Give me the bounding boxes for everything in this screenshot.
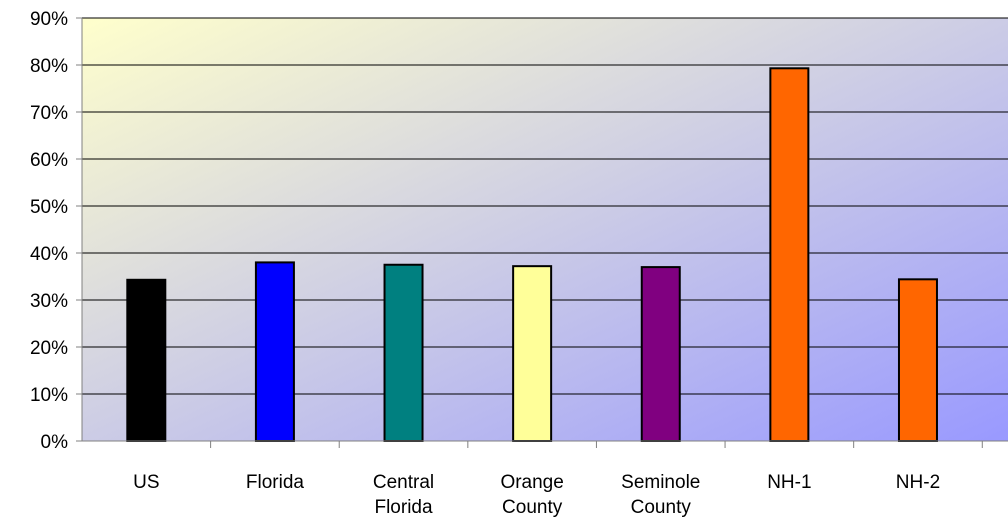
- bar: [640, 266, 681, 442]
- x-tick-label: Orange County: [500, 472, 563, 518]
- y-tick-label: 60%: [30, 150, 68, 171]
- y-tick-label: 70%: [30, 103, 68, 124]
- y-tick-label: 10%: [30, 385, 68, 406]
- x-tick-label: NH-2: [896, 472, 940, 493]
- y-tick-label: 90%: [30, 9, 68, 30]
- x-axis-ticks: US Florida Central Florida Orange County Semin…: [133, 441, 983, 518]
- x-tick-label: US: [133, 472, 159, 493]
- bar: [769, 67, 810, 442]
- y-tick-label: 20%: [30, 338, 68, 359]
- y-tick-label: 40%: [30, 244, 68, 265]
- x-tick-label: Central Florida: [373, 472, 434, 518]
- bar: [383, 263, 424, 442]
- x-tick-label: Florida: [246, 472, 305, 493]
- bar: [512, 265, 553, 442]
- x-tick-label: Seminole County: [621, 472, 700, 518]
- y-tick-label: 50%: [30, 197, 68, 218]
- bar: [897, 278, 938, 442]
- x-tick-label: NH-1: [767, 472, 811, 493]
- y-axis-ticks: 0% 10% 20% 30% 40% 50% 60% 70% 80% 90%: [30, 9, 82, 453]
- bar: [254, 261, 295, 442]
- y-tick-label: 0%: [41, 432, 69, 453]
- bar: [126, 278, 167, 443]
- y-tick-label: 30%: [30, 291, 68, 312]
- y-tick-label: 80%: [30, 56, 68, 77]
